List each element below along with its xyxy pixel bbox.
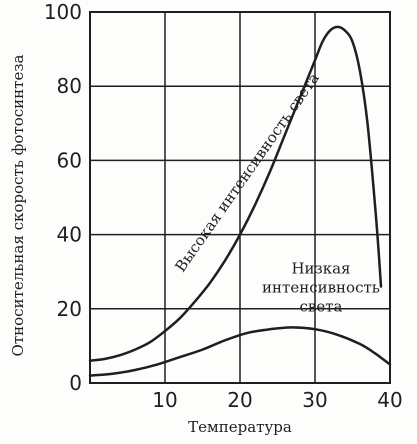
- y-tick-label-20: 20: [57, 297, 82, 321]
- x-axis-label: Температура: [188, 418, 292, 436]
- y-tick-label-0: 0: [69, 371, 82, 395]
- y-tick-label-60: 60: [57, 148, 82, 172]
- plot-frame: [89, 11, 391, 384]
- x-tick-label-40: 40: [377, 388, 402, 412]
- series-label-low-light-line-3: света: [300, 298, 343, 316]
- plot-border: [89, 11, 391, 384]
- series-line-low-light: [88, 326, 392, 377]
- series-layer: [88, 25, 392, 377]
- x-tick-label-20: 20: [227, 388, 252, 412]
- y-tick-label-80: 80: [57, 74, 82, 98]
- tick-labels: 0 20 40 60 80 100 10 20 30 40: [44, 0, 403, 412]
- y-axis-label: Относительная скорость фотосинтеза: [9, 54, 27, 356]
- series-label-low-light: Низкая интенсивность света: [262, 260, 380, 316]
- x-tick-label-30: 30: [302, 388, 327, 412]
- series-label-high-light: Высокая интенсивность света: [171, 69, 323, 275]
- y-tick-label-100: 100: [44, 0, 82, 24]
- series-label-low-light-line-2: интенсивность: [262, 279, 380, 297]
- y-tick-label-40: 40: [57, 223, 82, 247]
- series-label-low-light-line-1: Низкая: [291, 260, 350, 278]
- series-line-high-light: [88, 25, 383, 362]
- x-tick-label-10: 10: [152, 388, 177, 412]
